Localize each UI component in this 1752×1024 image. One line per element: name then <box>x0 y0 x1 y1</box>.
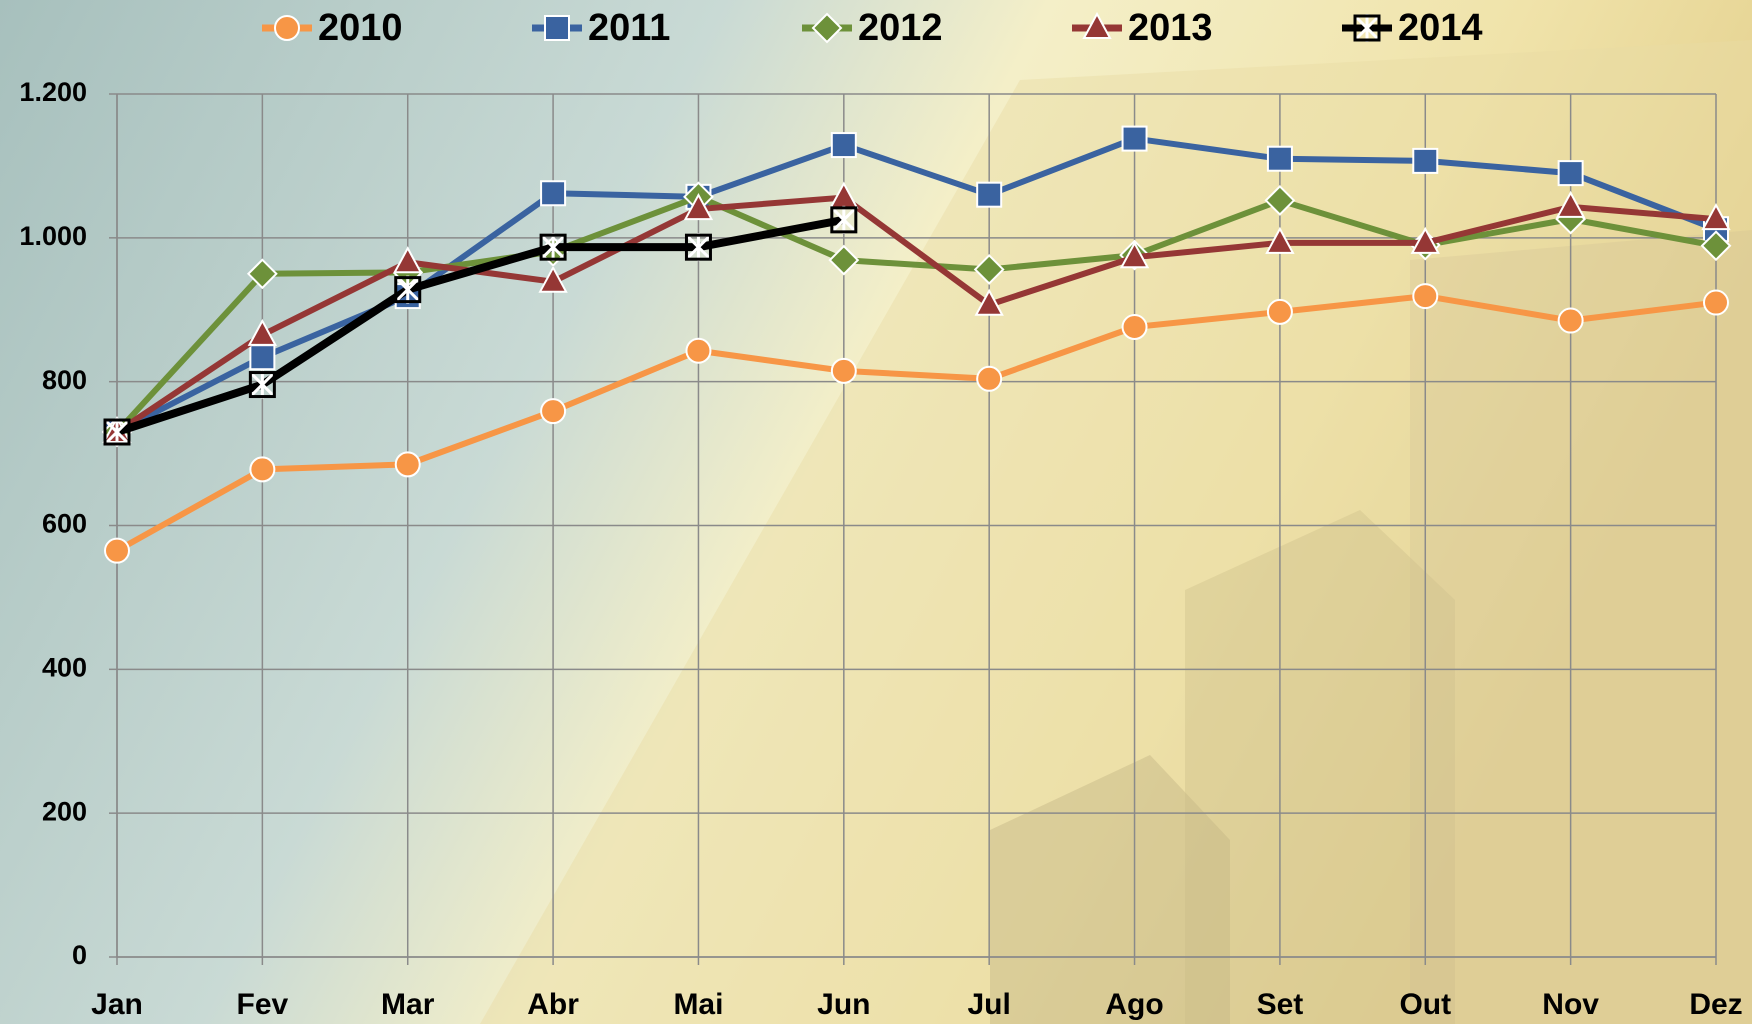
data-point <box>977 183 1001 207</box>
data-point <box>541 399 565 423</box>
x-tick-label: Out <box>1399 988 1451 1021</box>
x-tick-label: Nov <box>1542 988 1599 1021</box>
data-point <box>1413 284 1437 308</box>
x-tick-label: Jul <box>968 988 1011 1021</box>
data-point <box>686 339 710 363</box>
legend-label: 2011 <box>588 7 670 49</box>
data-point <box>1268 300 1292 324</box>
legend-marker <box>275 16 299 40</box>
legend-marker <box>545 16 569 40</box>
data-point <box>250 345 274 369</box>
data-point <box>1413 149 1437 173</box>
x-tick-label: Abr <box>527 988 579 1021</box>
x-tick-label: Jan <box>91 988 143 1021</box>
x-tick-label: Jun <box>817 988 870 1021</box>
data-point <box>105 539 129 563</box>
y-tick-label: 800 <box>42 365 87 395</box>
data-point <box>1123 315 1147 339</box>
x-tick-label: Dez <box>1689 988 1742 1021</box>
data-point <box>832 359 856 383</box>
y-tick-label: 1.000 <box>19 221 87 251</box>
y-tick-label: 600 <box>42 509 87 539</box>
data-point <box>396 452 420 476</box>
legend-label: 2012 <box>858 7 943 49</box>
x-tick-label: Fev <box>237 988 289 1021</box>
x-tick-label: Mai <box>673 988 723 1021</box>
x-tick-label: Set <box>1257 988 1304 1021</box>
legend-label: 2010 <box>318 7 403 49</box>
data-point <box>832 133 856 157</box>
x-tick-label: Ago <box>1105 988 1163 1021</box>
legend-label: 2013 <box>1128 7 1213 49</box>
data-point <box>977 367 1001 391</box>
data-point <box>1268 147 1292 171</box>
data-point <box>1123 127 1147 151</box>
data-point <box>1559 309 1583 333</box>
x-tick-label: Mar <box>381 988 435 1021</box>
y-tick-label: 200 <box>42 796 87 826</box>
chart: 0 200 400 600 800 1.000 1.200 Jan Fev Mar Abr Mai Ju… <box>0 0 1752 1024</box>
y-tick-label: 1.200 <box>19 77 87 107</box>
legend-label: 2014 <box>1398 7 1483 49</box>
data-point <box>541 181 565 205</box>
y-tick-label: 0 <box>72 940 87 970</box>
y-tick-label: 400 <box>42 652 87 682</box>
page: 0 200 400 600 800 1.000 1.200 Jan Fev Mar Abr Mai Ju… <box>0 0 1752 1024</box>
background-shape <box>1410 230 1752 1024</box>
data-point <box>1559 161 1583 185</box>
data-point <box>1704 291 1728 315</box>
data-point <box>250 457 274 481</box>
